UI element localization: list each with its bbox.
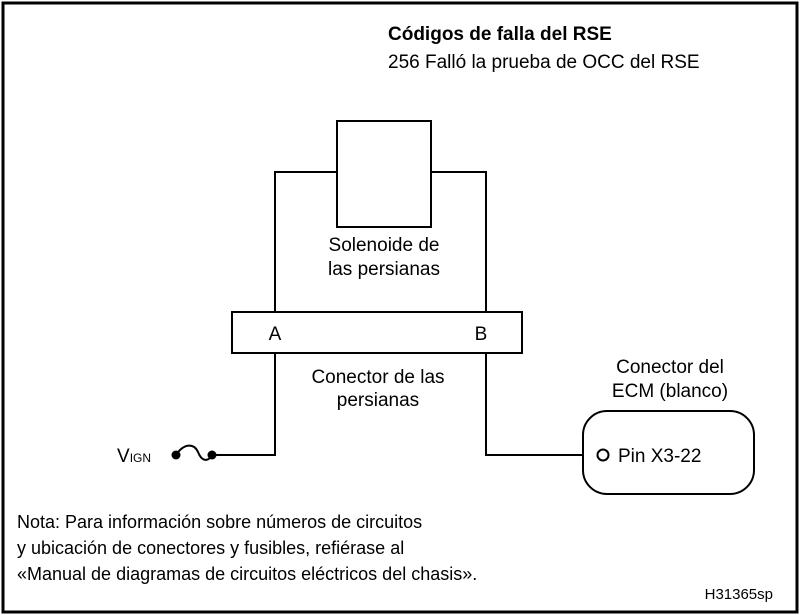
wire-pin-b-to-ecm bbox=[485, 353, 597, 456]
vign-subscript: IGN bbox=[130, 451, 151, 465]
wire-pin-a-to-vign bbox=[212, 353, 276, 456]
ecm-pin-label: Pin X3-22 bbox=[618, 446, 701, 467]
connector-pin-a: A bbox=[269, 324, 282, 345]
vign-main: V bbox=[117, 446, 130, 467]
ecm-pin-terminal bbox=[596, 448, 610, 462]
diagram-title: Códigos de falla del RSE bbox=[388, 24, 612, 45]
solenoid-wire-left bbox=[274, 171, 337, 312]
solenoid-wire-right bbox=[431, 171, 487, 312]
solenoid-coil bbox=[336, 120, 432, 228]
note-line3: «Manual de diagramas de circuitos eléctr… bbox=[17, 564, 477, 584]
ecm-label-line1: Conector del bbox=[616, 357, 724, 378]
vign-label: VIGN bbox=[117, 446, 151, 467]
solenoid-label-line1: Solenoide de bbox=[329, 235, 440, 256]
shutter-connector bbox=[231, 311, 523, 354]
solenoid-label-line2: las persianas bbox=[328, 259, 440, 280]
connector-label-line1: Conector de las bbox=[311, 367, 444, 388]
ecm-label-line2: ECM (blanco) bbox=[612, 381, 728, 402]
figure-code: H31365sp bbox=[705, 586, 773, 603]
connector-label-line2: persianas bbox=[337, 390, 419, 411]
fuse-terminal-right bbox=[207, 450, 217, 460]
ecm-connector-box bbox=[582, 410, 755, 495]
connector-pin-b: B bbox=[475, 324, 488, 345]
diagram-subtitle: 256 Falló la prueba de OCC del RSE bbox=[388, 52, 700, 73]
note-line2: y ubicación de conectores y fusibles, re… bbox=[17, 538, 404, 558]
fuse-icon bbox=[175, 444, 213, 461]
note-line1: Nota: Para información sobre números de … bbox=[17, 512, 422, 532]
